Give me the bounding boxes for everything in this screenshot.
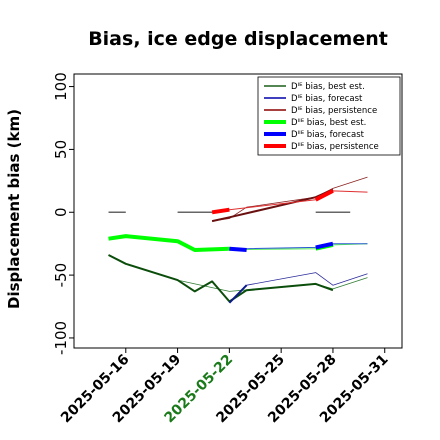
series-line-13 [211,207,230,215]
legend-label-3: Dᴵᴵᴱ bias, best est. [291,118,366,128]
legend-label-4: Dᴵᴵᴱ bias, forecast [291,130,365,140]
series-line-12 [315,241,334,250]
x-axis: 2025-05-162025-05-192025-05-222025-05-25… [58,348,392,426]
legend-label-5: Dᴵᴵᴱ bias, persistence [291,142,379,152]
y-axis: 100 50 0 -50 -100 [52,72,74,355]
series-line-3 [108,254,334,303]
legend-label-2: Dᴵᴱ bias, persistence [291,106,377,116]
series-layer [108,176,368,304]
legend-label-1: Dᴵᴱ bias, forecast [291,94,363,104]
y-tick-label-3: -50 [52,263,70,288]
y-tick-label-0: 100 [52,72,70,101]
y-tick-label-2: 0 [52,207,70,217]
series-line-11 [229,246,247,252]
y-tick-label-1: 50 [52,140,70,159]
series-line-14 [314,189,334,202]
legend-label-0: Dᴵᴱ bias, best est. [291,82,365,92]
legend-box [257,76,401,156]
series-line-9 [108,234,230,252]
y-tick-label-4: -100 [52,321,70,355]
y-axis-label: Displacement bias (km) [5,109,23,309]
chart-title: Bias, ice edge displacement [88,28,388,50]
series-line-4 [228,284,248,304]
legend: Dᴵᴱ bias, best est. Dᴵᴱ bias, forecast Dᴵᴱ… [257,76,401,156]
